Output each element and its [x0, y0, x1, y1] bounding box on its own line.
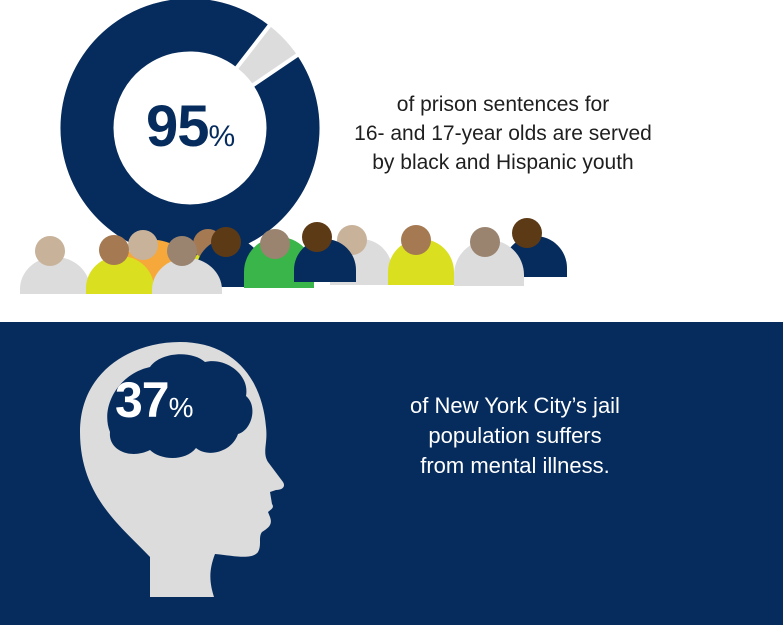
- donut-gap: [235, 24, 272, 70]
- sentences-percent-stat: 95%: [146, 92, 235, 172]
- sentences-caption-line: of prison sentences for: [396, 93, 610, 116]
- brain-shape: [107, 354, 253, 458]
- donut-gap: [251, 53, 299, 87]
- mental-illness-percent-stat: 37%: [115, 370, 194, 438]
- person-silhouette-icon: [294, 222, 356, 282]
- mental-illness-percent-value: 37: [115, 372, 170, 428]
- sentences-caption: of prison sentences for 16- and 17-year …: [318, 90, 688, 177]
- percent-donut-chart: [60, 0, 320, 258]
- person-silhouette-icon: [86, 235, 154, 294]
- mental-illness-percent-sign: %: [168, 392, 194, 423]
- sentences-caption-line: by black and Hispanic youth: [372, 151, 634, 174]
- human-head-profile-icon: [80, 342, 285, 597]
- sentences-percent-sign: %: [208, 120, 236, 153]
- person-silhouette-icon: [20, 236, 90, 294]
- mental-illness-caption-line: from mental illness.: [420, 453, 610, 478]
- mental-illness-caption: of New York City’s jail population suffe…: [360, 391, 670, 481]
- person-silhouette-icon: [454, 227, 524, 286]
- mental-illness-caption-line: of New York City’s jail: [410, 393, 620, 418]
- crowd-of-people-icons: [20, 218, 567, 294]
- top-panel: 95% of prison sentences for 16- and 17-y…: [20, 0, 688, 294]
- person-silhouette-icon: [152, 236, 222, 294]
- person-silhouette-icon: [388, 225, 454, 285]
- sentences-percent-value: 95: [146, 94, 210, 159]
- sentences-caption-line: 16- and 17-year olds are served: [354, 122, 652, 145]
- mental-illness-caption-line: population suffers: [428, 423, 602, 448]
